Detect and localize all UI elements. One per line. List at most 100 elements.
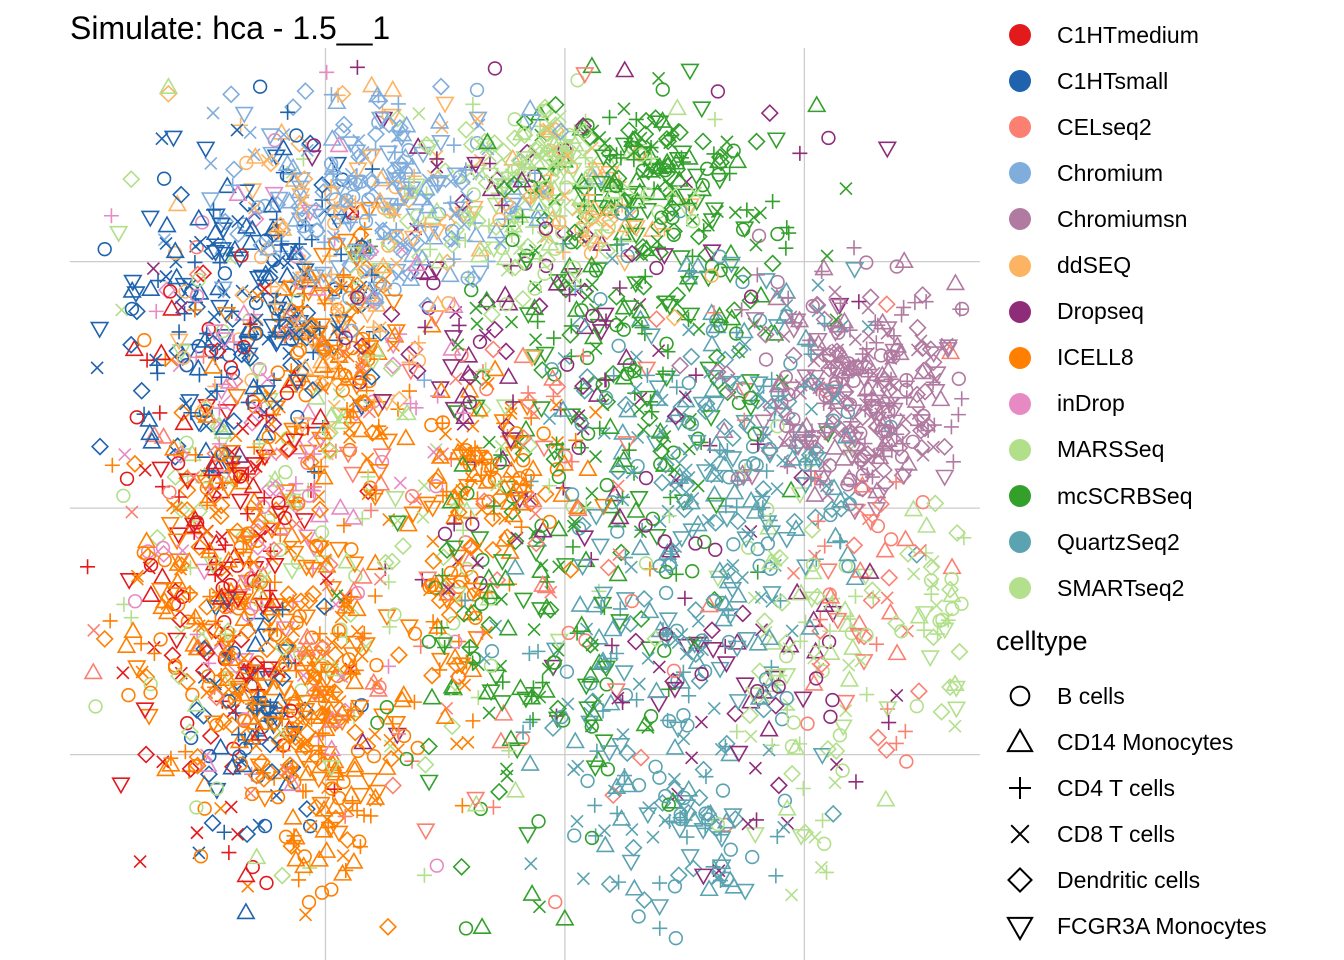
data-point — [505, 129, 524, 148]
data-point — [278, 328, 298, 346]
data-point — [250, 200, 266, 215]
data-point — [319, 572, 333, 586]
data-point — [289, 517, 304, 531]
data-point — [759, 625, 773, 639]
data-point — [373, 572, 387, 586]
data-point — [179, 435, 194, 450]
data-point — [340, 708, 356, 724]
data-point — [533, 361, 552, 380]
data-point — [916, 622, 932, 638]
data-point — [137, 332, 152, 348]
data-point — [245, 786, 260, 802]
data-point — [403, 185, 419, 200]
data-point — [505, 557, 525, 575]
data-point — [140, 423, 160, 441]
data-point — [254, 423, 275, 441]
data-point — [89, 321, 110, 339]
data-point — [272, 542, 287, 558]
data-point — [222, 757, 242, 775]
data-point — [257, 438, 277, 456]
data-point — [855, 468, 871, 483]
data-point — [781, 381, 802, 399]
data-point — [363, 423, 382, 442]
data-point — [550, 157, 566, 173]
legend-item-color: SMARTseq2 — [992, 565, 1184, 611]
data-point — [442, 338, 462, 356]
data-point — [580, 773, 595, 789]
data-point — [511, 493, 532, 511]
data-point — [712, 831, 732, 848]
data-point — [459, 345, 479, 363]
data-point — [410, 208, 425, 224]
data-point — [594, 734, 614, 752]
data-point — [698, 270, 719, 288]
data-point — [778, 240, 794, 256]
data-point — [320, 812, 334, 827]
data-point — [924, 353, 943, 372]
data-point — [168, 527, 189, 545]
data-point — [583, 327, 604, 345]
data-point — [531, 814, 546, 829]
data-point — [326, 659, 340, 673]
data-point — [205, 202, 221, 218]
data-point — [122, 280, 142, 298]
data-point — [312, 247, 333, 265]
data-point — [336, 518, 352, 534]
data-point — [600, 875, 619, 894]
data-point — [536, 185, 550, 199]
data-point — [334, 280, 348, 294]
data-point — [188, 447, 204, 463]
data-point — [461, 639, 477, 655]
data-point — [812, 655, 831, 674]
data-point — [352, 834, 367, 849]
data-point — [787, 313, 807, 331]
data-point — [510, 205, 530, 223]
data-point — [257, 640, 276, 659]
data-point — [345, 755, 365, 773]
data-point — [623, 206, 637, 221]
data-point — [171, 324, 187, 340]
data-point — [328, 236, 343, 251]
data-point — [262, 698, 278, 714]
data-point — [838, 544, 858, 562]
data-point — [377, 758, 397, 775]
data-point — [180, 394, 200, 411]
data-point — [176, 350, 191, 366]
data-point — [555, 558, 576, 575]
data-point — [703, 380, 723, 398]
data-point — [721, 634, 737, 650]
data-point — [284, 98, 303, 117]
data-point — [301, 453, 320, 472]
legend-key — [992, 857, 1048, 903]
data-point — [189, 208, 209, 226]
data-point — [883, 532, 899, 547]
data-point — [614, 768, 635, 786]
data-point — [616, 348, 636, 365]
data-point — [922, 558, 941, 577]
data-point — [224, 160, 243, 179]
data-point — [347, 243, 367, 261]
data-point — [154, 544, 173, 563]
data-point — [453, 386, 473, 404]
data-point — [482, 435, 496, 449]
data-point — [270, 505, 290, 523]
legend-key — [992, 811, 1048, 857]
data-point — [277, 265, 297, 283]
data-point — [855, 627, 874, 646]
data-point — [156, 759, 176, 777]
data-point — [943, 419, 959, 435]
data-point — [374, 264, 393, 283]
data-point — [247, 690, 267, 708]
data-point — [662, 556, 677, 572]
data-point — [676, 475, 695, 494]
data-point — [311, 796, 331, 814]
data-point — [570, 595, 590, 612]
data-point — [873, 348, 889, 363]
data-point — [167, 267, 187, 285]
data-point — [887, 614, 906, 633]
data-point — [135, 702, 155, 720]
data-point — [818, 383, 833, 398]
data-point — [526, 545, 546, 563]
data-point — [351, 225, 370, 244]
